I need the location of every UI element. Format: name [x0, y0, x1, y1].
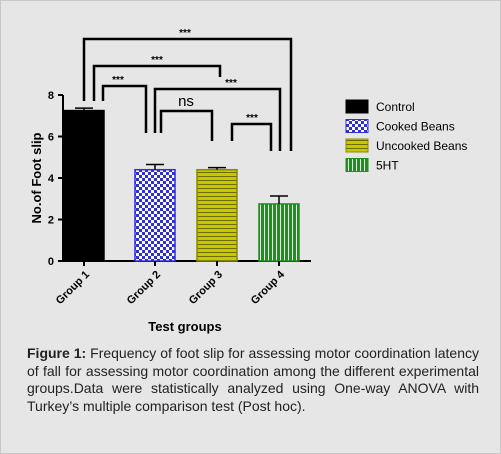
legend-label: Cooked Beans [376, 120, 455, 134]
significance-bracket [82, 37, 293, 151]
bar-group-2 [134, 168, 176, 262]
figure-caption: Figure 1: Frequency of foot slip for ass… [27, 345, 479, 415]
significance-bracket [101, 84, 148, 133]
x-axis-label: Test groups [148, 319, 221, 334]
legend-swatch-uncooked-beans [345, 138, 369, 153]
bar-group-4 [258, 203, 300, 262]
legend-swatch-cooked-beans [345, 119, 369, 133]
legend-label: Uncooked Beans [376, 139, 467, 153]
caption-text: Frequency of foot slip for assessing mot… [27, 345, 479, 414]
significance-label: *** [225, 78, 237, 89]
significance-label: *** [112, 75, 124, 86]
significance-bracket [230, 122, 273, 151]
legend-swatch-control [345, 99, 369, 114]
significance-bracket [153, 87, 282, 151]
legend-label: 5HT [376, 159, 399, 173]
caption-label: Figure 1: [27, 345, 87, 361]
significance-bracket [92, 64, 222, 101]
x-tick-label: Group 2 [125, 269, 163, 307]
y-tick-label: 6 [48, 132, 54, 144]
y-tick-label: 4 [48, 173, 55, 185]
x-tick-label: Group 1 [54, 269, 92, 307]
significance-label: ns [178, 93, 194, 110]
bar-group-1 [63, 109, 105, 262]
y-tick-label: 0 [48, 256, 54, 268]
y-tick-label: 8 [48, 90, 54, 102]
legend-label: Control [376, 100, 415, 114]
bar-chart: 0 2 4 6 8 No.of Foot slip Test groups Group 1 G… [29, 28, 467, 334]
significance-bracket [159, 109, 214, 141]
y-tick-label: 2 [48, 215, 54, 227]
significance-label: *** [179, 28, 191, 39]
x-tick-label: Group 3 [187, 269, 225, 307]
bar-group-3 [196, 168, 238, 262]
x-tick-label: Group 4 [249, 268, 288, 307]
significance-label: *** [246, 113, 258, 124]
y-axis-label: No.of Foot slip [29, 132, 44, 223]
legend-swatch-5ht [345, 158, 369, 172]
significance-label: *** [151, 55, 163, 66]
